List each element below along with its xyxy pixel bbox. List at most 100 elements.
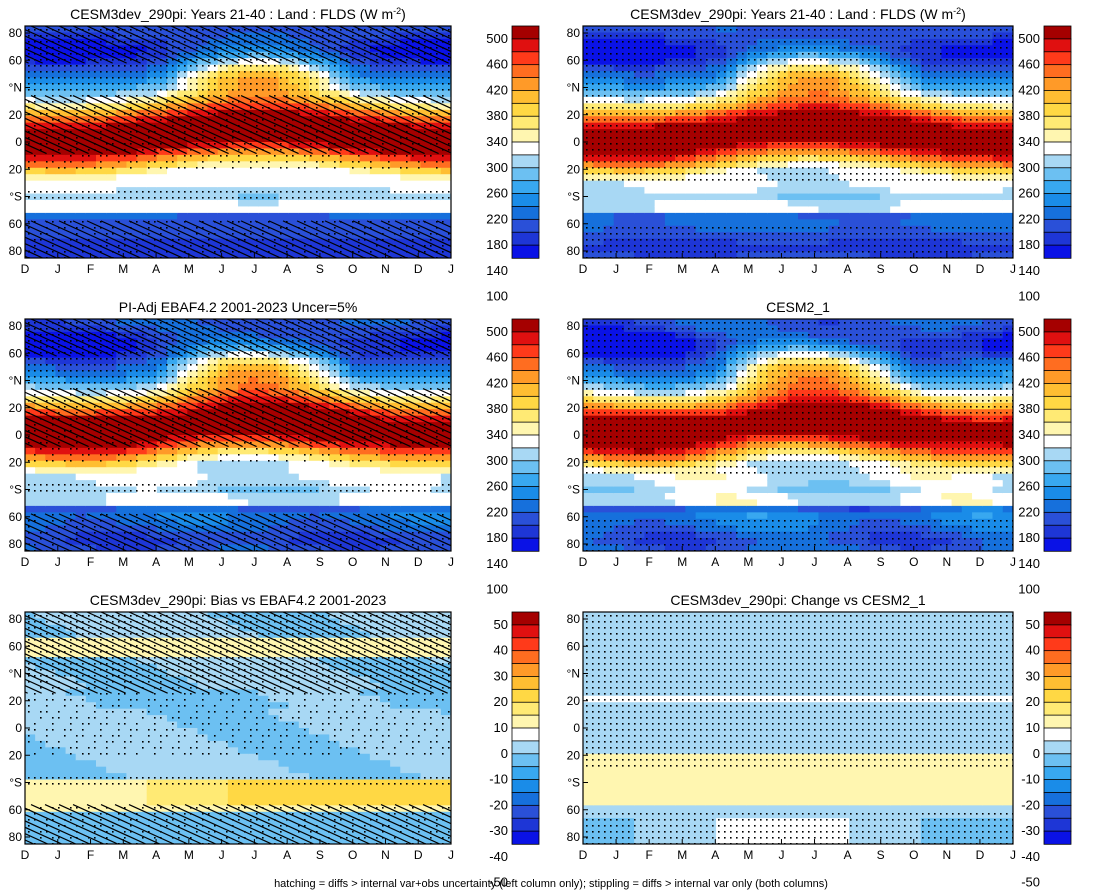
heatmap-cell bbox=[187, 238, 199, 246]
heatmap-cell bbox=[25, 531, 36, 539]
heatmap-cell bbox=[329, 460, 341, 468]
heatmap-cell bbox=[685, 225, 697, 233]
heatmap-cell bbox=[227, 212, 239, 220]
heatmap-cell bbox=[736, 96, 748, 104]
heatmap-cell bbox=[329, 377, 341, 385]
heatmap-cell bbox=[828, 122, 840, 130]
heatmap-cell bbox=[227, 167, 239, 175]
heatmap-cell bbox=[96, 480, 107, 488]
heatmap-cell bbox=[644, 396, 656, 404]
heatmap-cell bbox=[440, 460, 451, 468]
heatmap-cell bbox=[55, 206, 67, 214]
heatmap-cell bbox=[217, 32, 229, 40]
heatmap-cell bbox=[410, 90, 422, 98]
heatmap-cell bbox=[961, 90, 973, 98]
heatmap-cell bbox=[75, 473, 87, 481]
heatmap-cell bbox=[941, 245, 953, 253]
heatmap-cell bbox=[808, 225, 820, 233]
heatmap-cell bbox=[126, 531, 138, 539]
heatmap-cell bbox=[45, 58, 57, 66]
heatmap-cell bbox=[890, 32, 901, 40]
heatmap-cell bbox=[126, 116, 138, 124]
heatmap-cell bbox=[106, 26, 117, 34]
heatmap-cell bbox=[177, 499, 188, 507]
heatmap-cell bbox=[126, 103, 138, 111]
heatmap-cell bbox=[339, 58, 351, 66]
y-tick-label: 60 bbox=[9, 346, 23, 360]
heatmap-cell bbox=[992, 180, 1004, 188]
heatmap-cell bbox=[972, 174, 983, 182]
heatmap-cell bbox=[808, 45, 820, 53]
heatmap-cell bbox=[369, 473, 381, 481]
heatmap-cell bbox=[227, 232, 239, 240]
heatmap-cell bbox=[55, 232, 67, 240]
heatmap-cell bbox=[319, 238, 330, 246]
heatmap-cell bbox=[644, 409, 656, 417]
heatmap-cell bbox=[757, 77, 768, 85]
heatmap-cell bbox=[85, 174, 97, 182]
heatmap-cell bbox=[869, 167, 881, 175]
heatmap-cell bbox=[298, 212, 310, 220]
heatmap-cell bbox=[410, 238, 422, 246]
heatmap-cell bbox=[654, 109, 666, 117]
heatmap-cell bbox=[623, 129, 635, 137]
heatmap-cell bbox=[757, 219, 768, 227]
heatmap-cell bbox=[116, 383, 128, 391]
heatmap-cell bbox=[992, 45, 1004, 53]
heatmap-cell bbox=[167, 467, 178, 475]
heatmap-cell bbox=[593, 351, 605, 359]
colorbar-label: 460 bbox=[1018, 57, 1040, 72]
heatmap-cell bbox=[623, 512, 635, 520]
heatmap-cell bbox=[339, 38, 351, 46]
heatmap-cell bbox=[787, 212, 799, 220]
heatmap-cell bbox=[126, 518, 138, 526]
heatmap-cell bbox=[869, 180, 881, 188]
heatmap-cell bbox=[177, 180, 188, 188]
heatmap-cell bbox=[146, 109, 158, 117]
heatmap-cell bbox=[65, 467, 77, 475]
heatmap-cell bbox=[298, 499, 310, 507]
heatmap-cell bbox=[85, 467, 97, 475]
heatmap-cell bbox=[45, 338, 57, 346]
heatmap-cell bbox=[828, 245, 840, 253]
heatmap-cell bbox=[309, 26, 320, 34]
heatmap-cell bbox=[238, 142, 249, 150]
colorbar-swatch bbox=[511, 154, 540, 169]
heatmap-cell bbox=[1002, 129, 1013, 137]
heatmap-cell bbox=[146, 84, 158, 92]
heatmap-cell bbox=[400, 219, 412, 227]
heatmap-cell bbox=[420, 370, 432, 378]
heatmap-cell bbox=[695, 187, 707, 195]
heatmap-cell bbox=[390, 154, 401, 162]
heatmap-cell bbox=[25, 357, 36, 365]
heatmap-cell bbox=[961, 154, 973, 162]
heatmap-cell bbox=[410, 377, 422, 385]
heatmap-cell bbox=[329, 454, 341, 462]
heatmap-cell bbox=[716, 26, 727, 34]
heatmap-cell bbox=[126, 467, 138, 475]
heatmap-cell bbox=[369, 460, 381, 468]
heatmap-cell bbox=[961, 38, 973, 46]
heatmap-cell bbox=[593, 525, 605, 533]
heatmap-cell bbox=[420, 325, 432, 333]
heatmap-cell bbox=[146, 96, 158, 104]
heatmap-cell bbox=[757, 38, 768, 46]
heatmap-cell bbox=[380, 389, 391, 397]
heatmap-cell bbox=[167, 454, 178, 462]
heatmap-cell bbox=[156, 357, 168, 365]
heatmap-cell bbox=[390, 135, 401, 143]
heatmap-cell bbox=[859, 64, 871, 72]
heatmap-cell bbox=[767, 225, 779, 233]
heatmap-cell bbox=[603, 90, 615, 98]
heatmap-cell bbox=[146, 493, 158, 501]
heatmap-cell bbox=[400, 331, 412, 339]
heatmap-cell bbox=[309, 103, 320, 111]
heatmap-cell bbox=[695, 200, 707, 208]
heatmap-cell bbox=[238, 174, 249, 182]
heatmap-cell bbox=[798, 219, 809, 227]
heatmap-cell bbox=[197, 460, 209, 468]
heatmap-cell bbox=[136, 389, 148, 397]
heatmap-cell bbox=[859, 154, 871, 162]
heatmap-cell bbox=[116, 428, 128, 436]
heatmap-cell bbox=[45, 174, 57, 182]
